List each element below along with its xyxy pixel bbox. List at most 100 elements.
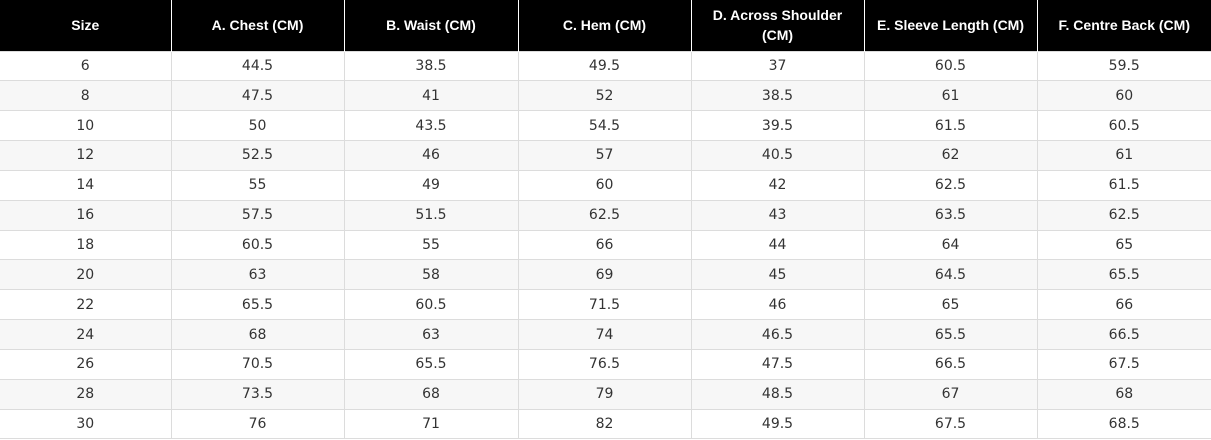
header-centre-back: F. Centre Back (CM)	[1036, 0, 1211, 51]
cell-centre-back: 61.5	[1036, 169, 1211, 201]
cell-size: 20	[0, 259, 172, 291]
cell-across-shoulder: 49.5	[690, 408, 865, 440]
cell-chest: 47.5	[170, 80, 345, 112]
cell-hem: 60	[517, 169, 692, 201]
cell-sleeve-length: 65	[863, 289, 1038, 321]
table-row: 14 55 49 60 42 62.5 61.5	[0, 169, 1211, 201]
cell-centre-back: 66	[1036, 289, 1211, 321]
cell-size: 24	[0, 319, 172, 350]
header-hem: C. Hem (CM)	[517, 0, 691, 51]
cell-chest: 52.5	[170, 140, 345, 171]
cell-across-shoulder: 38.5	[690, 80, 865, 112]
cell-across-shoulder: 45	[690, 259, 865, 291]
cell-hem: 49.5	[517, 50, 692, 82]
table-row: 22 65.5 60.5 71.5 46 65 66	[0, 289, 1211, 321]
cell-across-shoulder: 37	[690, 50, 865, 82]
cell-waist: 41	[343, 80, 519, 112]
table-row: 24 68 63 74 46.5 65.5 66.5	[0, 319, 1211, 350]
cell-centre-back: 59.5	[1036, 50, 1211, 82]
cell-hem: 66	[517, 229, 692, 261]
table-row: 28 73.5 68 79 48.5 67 68	[0, 378, 1211, 410]
cell-size: 8	[0, 80, 172, 112]
cell-chest: 60.5	[170, 229, 345, 261]
cell-sleeve-length: 65.5	[863, 319, 1038, 350]
table-header: Size A. Chest (CM) B. Waist (CM) C. Hem …	[0, 0, 1211, 51]
header-waist: B. Waist (CM)	[343, 0, 518, 51]
cell-waist: 38.5	[343, 50, 519, 82]
cell-waist: 55	[343, 229, 519, 261]
cell-centre-back: 66.5	[1036, 319, 1211, 350]
cell-across-shoulder: 44	[690, 229, 865, 261]
cell-waist: 65.5	[343, 348, 519, 380]
cell-size: 10	[0, 110, 172, 142]
header-row: Size A. Chest (CM) B. Waist (CM) C. Hem …	[0, 0, 1211, 51]
cell-sleeve-length: 64	[863, 229, 1038, 261]
cell-centre-back: 65	[1036, 229, 1211, 261]
cell-across-shoulder: 46	[690, 289, 865, 321]
table-row: 20 63 58 69 45 64.5 65.5	[0, 259, 1211, 291]
cell-chest: 44.5	[170, 50, 345, 82]
cell-centre-back: 67.5	[1036, 348, 1211, 380]
cell-across-shoulder: 46.5	[690, 319, 865, 350]
cell-waist: 58	[343, 259, 519, 291]
cell-sleeve-length: 67	[863, 378, 1038, 410]
header-across-shoulder: D. Across Shoulder (CM)	[690, 0, 864, 51]
cell-across-shoulder: 42	[690, 169, 865, 201]
cell-centre-back: 60.5	[1036, 110, 1211, 142]
cell-chest: 57.5	[170, 199, 345, 231]
cell-waist: 68	[343, 378, 519, 410]
cell-hem: 62.5	[517, 199, 692, 231]
cell-chest: 76	[170, 408, 345, 440]
cell-waist: 71	[343, 408, 519, 440]
cell-hem: 57	[517, 140, 692, 171]
cell-across-shoulder: 47.5	[690, 348, 865, 380]
cell-across-shoulder: 39.5	[690, 110, 865, 142]
cell-hem: 52	[517, 80, 692, 112]
cell-across-shoulder: 43	[690, 199, 865, 231]
cell-hem: 54.5	[517, 110, 692, 142]
table-row: 16 57.5 51.5 62.5 43 63.5 62.5	[0, 199, 1211, 231]
cell-waist: 60.5	[343, 289, 519, 321]
cell-chest: 73.5	[170, 378, 345, 410]
cell-sleeve-length: 61	[863, 80, 1038, 112]
cell-across-shoulder: 40.5	[690, 140, 865, 171]
cell-size: 14	[0, 169, 172, 201]
header-sleeve-length: E. Sleeve Length (CM)	[863, 0, 1037, 51]
cell-sleeve-length: 64.5	[863, 259, 1038, 291]
cell-waist: 43.5	[343, 110, 519, 142]
cell-centre-back: 68	[1036, 378, 1211, 410]
cell-hem: 69	[517, 259, 692, 291]
cell-size: 22	[0, 289, 172, 321]
cell-hem: 79	[517, 378, 692, 410]
cell-sleeve-length: 67.5	[863, 408, 1038, 440]
table-row: 18 60.5 55 66 44 64 65	[0, 229, 1211, 261]
cell-waist: 51.5	[343, 199, 519, 231]
table-row: 12 52.5 46 57 40.5 62 61	[0, 140, 1211, 171]
cell-size: 18	[0, 229, 172, 261]
cell-size: 30	[0, 408, 172, 440]
cell-chest: 68	[170, 319, 345, 350]
cell-waist: 49	[343, 169, 519, 201]
cell-waist: 46	[343, 140, 519, 171]
cell-sleeve-length: 60.5	[863, 50, 1038, 82]
cell-size: 28	[0, 378, 172, 410]
cell-sleeve-length: 66.5	[863, 348, 1038, 380]
cell-size: 16	[0, 199, 172, 231]
cell-sleeve-length: 62.5	[863, 169, 1038, 201]
header-size: Size	[0, 0, 171, 51]
cell-chest: 55	[170, 169, 345, 201]
cell-sleeve-length: 62	[863, 140, 1038, 171]
cell-hem: 76.5	[517, 348, 692, 380]
table-row: 6 44.5 38.5 49.5 37 60.5 59.5	[0, 50, 1211, 82]
cell-size: 6	[0, 50, 172, 82]
cell-centre-back: 60	[1036, 80, 1211, 112]
cell-centre-back: 62.5	[1036, 199, 1211, 231]
cell-centre-back: 65.5	[1036, 259, 1211, 291]
cell-centre-back: 61	[1036, 140, 1211, 171]
cell-hem: 82	[517, 408, 692, 440]
table-row: 10 50 43.5 54.5 39.5 61.5 60.5	[0, 110, 1211, 142]
cell-sleeve-length: 61.5	[863, 110, 1038, 142]
cell-chest: 70.5	[170, 348, 345, 380]
cell-across-shoulder: 48.5	[690, 378, 865, 410]
